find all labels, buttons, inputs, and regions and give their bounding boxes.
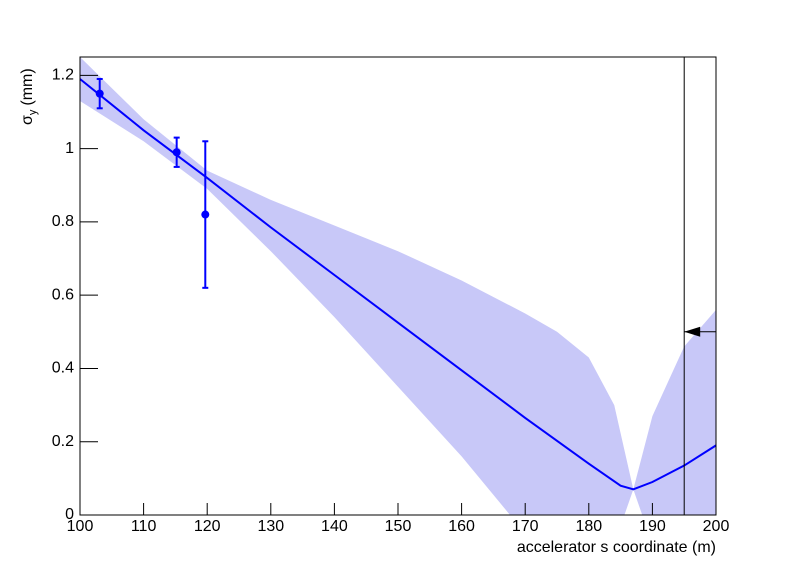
x-tick-label: 200 xyxy=(703,518,730,535)
x-tick-label: 170 xyxy=(512,518,539,535)
data-point xyxy=(172,148,181,157)
x-tick-label: 130 xyxy=(257,518,284,535)
y-tick-label: 1 xyxy=(65,140,74,157)
y-tick-label: 0.6 xyxy=(52,286,74,303)
x-tick-label: 140 xyxy=(321,518,348,535)
x-tick-label: 100 xyxy=(67,518,94,535)
x-tick-label: 150 xyxy=(385,518,412,535)
x-tick-label: 120 xyxy=(194,518,221,535)
y-tick-label: 0.2 xyxy=(52,433,74,450)
plot-area xyxy=(80,57,716,515)
y-axis-title: σy (mm) xyxy=(19,68,39,125)
data-point xyxy=(201,210,210,219)
x-tick-label: 180 xyxy=(575,518,602,535)
y-title-unit: (mm) xyxy=(19,68,36,105)
error-band xyxy=(80,57,716,515)
x-tick-label: 190 xyxy=(639,518,666,535)
y-tick-label: 0.8 xyxy=(52,213,74,230)
marker-arrow-head xyxy=(684,326,701,337)
x-tick-label: 110 xyxy=(131,518,157,535)
y-tick-label: 0.4 xyxy=(52,360,74,377)
data-point xyxy=(95,89,104,98)
y-title-symbol: σ xyxy=(19,115,36,125)
y-tick-label: 0 xyxy=(65,506,74,523)
x-axis-title: accelerator s coordinate (m) xyxy=(517,539,716,556)
y-title-sub: y xyxy=(27,109,39,115)
fit-line xyxy=(80,78,716,491)
y-tick-label: 1.2 xyxy=(52,67,74,84)
x-tick-label: 160 xyxy=(448,518,475,535)
